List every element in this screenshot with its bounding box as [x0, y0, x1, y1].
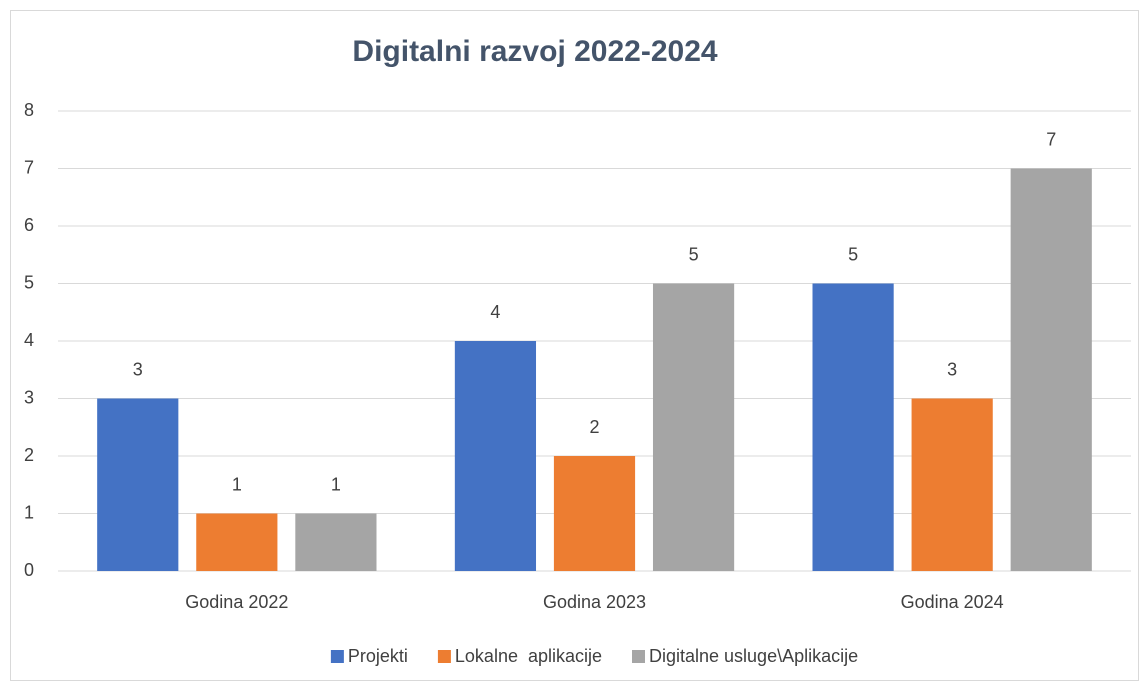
y-tick-label: 6	[24, 215, 34, 235]
bar	[1010, 168, 1092, 571]
bar	[911, 398, 993, 571]
y-tick-label: 2	[24, 445, 34, 465]
bar	[295, 513, 377, 571]
y-tick-label: 1	[24, 502, 34, 522]
y-tick-label: 3	[24, 387, 34, 407]
bar	[812, 283, 894, 571]
y-tick-label: 4	[24, 330, 34, 350]
legend-label: Digitalne usluge\Aplikacije	[649, 646, 858, 666]
legend-swatch	[330, 650, 344, 663]
x-tick-label: Godina 2022	[185, 592, 288, 612]
x-tick-label: Godina 2024	[901, 592, 1004, 612]
data-label: 3	[133, 359, 143, 379]
y-tick-label: 0	[24, 560, 34, 580]
chart-title: Digitalni razvoj 2022-2024	[352, 35, 717, 68]
data-label: 4	[490, 302, 500, 322]
y-tick-label: 8	[24, 100, 34, 120]
legend-swatch	[632, 650, 645, 663]
data-label: 5	[689, 244, 699, 264]
bar	[553, 456, 636, 571]
data-label: 1	[232, 474, 242, 494]
x-tick-label: Godina 2023	[543, 592, 646, 612]
bar	[454, 341, 537, 571]
data-label: 3	[947, 359, 957, 379]
data-label: 2	[589, 417, 599, 437]
legend-swatch	[437, 650, 451, 663]
legend-label: Lokalne aplikacije	[455, 646, 602, 666]
data-label: 1	[331, 474, 341, 494]
bar	[196, 513, 278, 571]
legend-label: Projekti	[348, 646, 408, 666]
bar	[97, 398, 179, 571]
y-tick-label: 7	[24, 157, 34, 177]
data-label: 7	[1046, 129, 1056, 149]
data-label: 5	[848, 244, 858, 264]
y-tick-label: 5	[24, 272, 34, 292]
bar	[652, 283, 735, 571]
